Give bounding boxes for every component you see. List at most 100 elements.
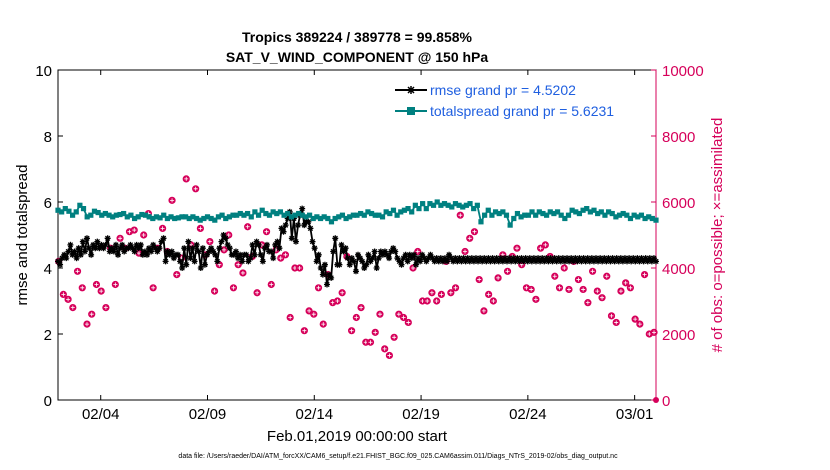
obs-point [461, 247, 469, 256]
rmse-marker [361, 265, 368, 271]
rmse-marker [541, 258, 548, 265]
obs-point [310, 310, 318, 318]
spread-marker [339, 212, 346, 218]
spread-marker [518, 214, 524, 220]
obs-point [69, 303, 77, 312]
spread-marker [420, 201, 426, 207]
rmse-marker [67, 241, 74, 248]
spread-marker [467, 201, 473, 207]
rmse-marker [597, 255, 604, 262]
obs-assimilated-marker [245, 224, 250, 229]
spread-marker [379, 214, 386, 220]
spread-marker [478, 219, 484, 225]
rmse-marker [71, 248, 78, 255]
rmse-marker [313, 258, 320, 265]
obs-point [192, 185, 200, 193]
obs-point [622, 279, 630, 287]
rmse-marker [112, 241, 119, 248]
rmse-marker [522, 255, 529, 262]
obs-assimilated-marker [529, 287, 534, 292]
rmse-marker [530, 255, 537, 262]
rmse-marker [156, 245, 163, 252]
rmse-marker [524, 258, 531, 265]
spread-marker [168, 214, 174, 220]
rmse-marker [516, 258, 523, 265]
rmse-marker [94, 238, 101, 245]
obs-assimilated-marker [472, 229, 477, 234]
spread-marker [653, 217, 659, 223]
rmse-marker [454, 258, 461, 265]
spread-marker [69, 212, 76, 218]
rmse-marker [369, 255, 376, 262]
obs-point [574, 275, 583, 284]
spread-marker [263, 210, 269, 217]
obs-assimilated-marker [222, 247, 227, 252]
y-axis-label-left: rmse and totalspread [14, 165, 31, 306]
y-tick-label-left: 4 [44, 261, 52, 278]
data-file-footer: data file: /Users/raeder/DAI/ATM_forcXX/… [178, 453, 618, 460]
rmse-marker [624, 258, 631, 265]
obs-assimilated-marker [118, 236, 123, 241]
spread-marker [551, 210, 557, 217]
spread-marker [193, 215, 200, 222]
rmse-marker [230, 251, 237, 258]
obs-point [88, 310, 96, 318]
spread-marker [540, 210, 546, 217]
rmse-marker [323, 281, 330, 288]
spread-marker [135, 214, 141, 220]
spread-marker [164, 215, 170, 222]
obs-assimilated-marker [302, 328, 307, 333]
rmse-marker [477, 255, 484, 262]
rmse-marker [342, 245, 349, 252]
obs-point [296, 264, 304, 272]
y-tick-label-left: 6 [44, 195, 52, 212]
legend-rmse-marker [407, 86, 415, 94]
rmse-marker [73, 255, 80, 262]
obs-assimilated-marker [618, 289, 623, 294]
obs-point [78, 284, 86, 292]
rmse-marker [487, 258, 494, 265]
obs-point [83, 320, 91, 328]
legend-spread-marker [407, 107, 415, 115]
obs-point [640, 270, 649, 279]
obs-point [560, 264, 568, 272]
obs-point [494, 274, 502, 282]
obs-assimilated-marker [604, 274, 609, 279]
spread-marker [558, 212, 564, 218]
rmse-marker [379, 251, 386, 258]
spread-marker [427, 201, 433, 207]
obs-point [423, 297, 431, 305]
rmse-marker [489, 255, 496, 262]
rmse-marker [282, 222, 289, 229]
obs-point [466, 234, 474, 242]
spread-marker [595, 210, 601, 217]
spread-marker [471, 206, 477, 212]
spread-marker [226, 214, 232, 220]
spread-marker [131, 215, 138, 222]
spread-marker [212, 217, 218, 223]
rmse-marker [388, 248, 395, 255]
rmse-marker [214, 258, 221, 265]
obs-assimilated-marker [354, 315, 359, 320]
obs-assimilated-marker [392, 335, 397, 340]
obs-point [92, 280, 101, 289]
rmse-marker [146, 245, 153, 252]
obs-point [210, 287, 219, 295]
obs-assimilated-marker [411, 266, 416, 270]
rmse-marker [599, 258, 606, 265]
y-tick-label-right: 8000 [662, 129, 695, 146]
obs-point [437, 290, 445, 298]
obs-assimilated-marker [562, 266, 567, 270]
obs-assimilated-marker [448, 290, 453, 295]
rmse-marker [592, 255, 599, 262]
rmse-marker [648, 258, 655, 265]
obs-assimilated-marker [486, 292, 491, 297]
obs-assimilated-marker [396, 312, 401, 317]
y-tick-label-right: 2000 [662, 327, 695, 344]
rmse-marker [251, 251, 258, 258]
rmse-marker [363, 261, 370, 268]
rmse-marker [193, 241, 200, 248]
spread-marker [274, 210, 280, 217]
rmse-marker [86, 245, 93, 252]
